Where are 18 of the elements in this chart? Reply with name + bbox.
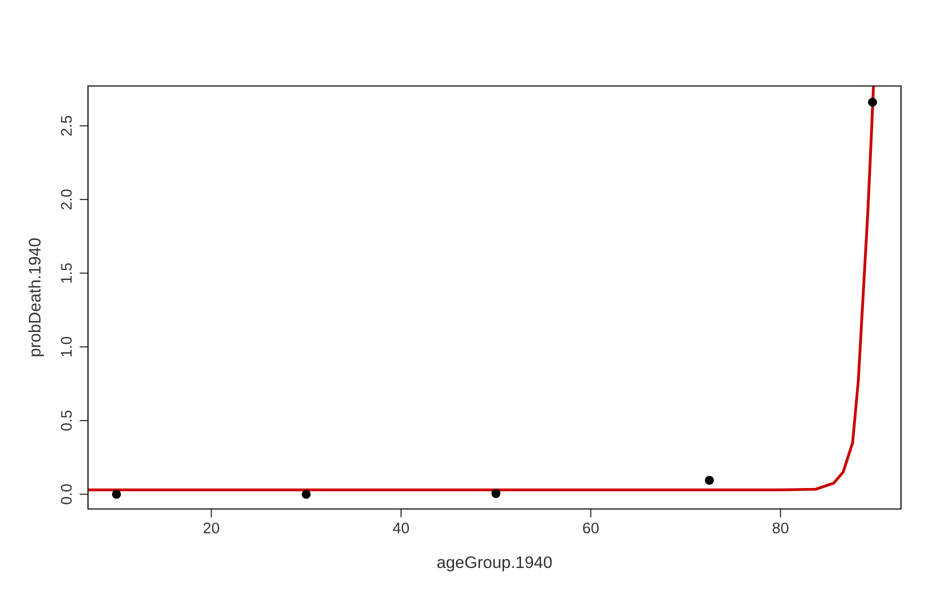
x-tick-label: 40 (392, 522, 409, 534)
y-tick-label: 1.5 (61, 263, 72, 283)
y-tick-label: 1.0 (60, 336, 72, 356)
point (302, 490, 311, 499)
line-series (88, 86, 875, 492)
y-tick-label: 2.0 (60, 189, 72, 210)
point (491, 489, 500, 498)
y-tick-label: 0.0 (60, 484, 72, 504)
y-tick-label: 2.5 (60, 116, 72, 136)
x-tick-label: 60 (583, 522, 599, 534)
y-tick-label: 0.5 (60, 410, 72, 431)
x-tick-label: 20 (204, 522, 220, 534)
x-axis-title: ageGroup.1940 (437, 556, 552, 572)
point (112, 490, 121, 499)
y-axis-title: probDeath.1940 (28, 238, 44, 356)
point (868, 98, 878, 107)
point (704, 476, 714, 485)
x-tick-label: 80 (772, 522, 788, 534)
